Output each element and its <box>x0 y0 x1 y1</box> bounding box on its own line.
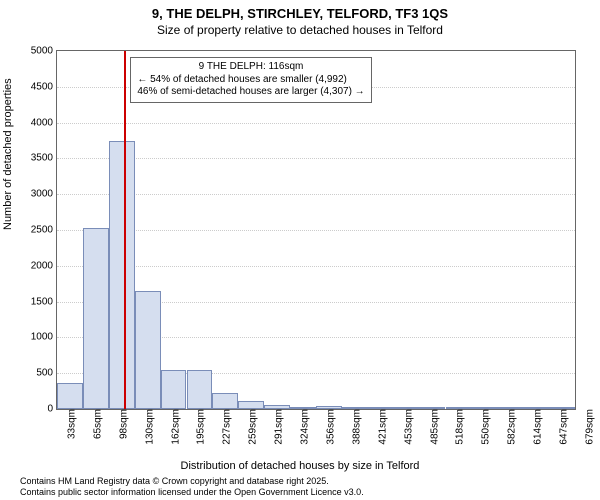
histogram-bar <box>57 383 83 409</box>
gridline <box>57 266 575 267</box>
y-tick-label: 0 <box>47 404 57 415</box>
x-tick-label: 227sqm <box>218 409 233 445</box>
callout-smaller: ← 54% of detached houses are smaller (4,… <box>137 74 364 87</box>
footer-line-2: Contains public sector information licen… <box>20 487 364 498</box>
x-tick-label: 356sqm <box>321 409 336 445</box>
chart-subtitle: Size of property relative to detached ho… <box>0 23 600 41</box>
y-tick-label: 1500 <box>31 296 57 307</box>
chart-title: 9, THE DELPH, STIRCHLEY, TELFORD, TF3 1Q… <box>0 0 600 23</box>
x-tick-label: 647sqm <box>555 409 570 445</box>
property-marker-line <box>124 51 126 409</box>
gridline <box>57 123 575 124</box>
y-tick-label: 500 <box>36 368 57 379</box>
histogram-bar <box>83 228 109 409</box>
y-tick-label: 2000 <box>31 260 57 271</box>
histogram-bar <box>212 393 238 409</box>
x-tick-label: 195sqm <box>192 409 207 445</box>
x-tick-label: 324sqm <box>296 409 311 445</box>
gridline <box>57 158 575 159</box>
y-tick-label: 5000 <box>31 46 57 57</box>
y-tick-label: 4500 <box>31 81 57 92</box>
y-tick-label: 3000 <box>31 189 57 200</box>
x-tick-label: 453sqm <box>399 409 414 445</box>
gridline <box>57 194 575 195</box>
x-tick-label: 582sqm <box>503 409 518 445</box>
x-tick-label: 130sqm <box>140 409 155 445</box>
x-tick-label: 550sqm <box>477 409 492 445</box>
x-tick-label: 162sqm <box>166 409 181 445</box>
histogram-bar <box>238 401 264 409</box>
chart-container: 9, THE DELPH, STIRCHLEY, TELFORD, TF3 1Q… <box>0 0 600 500</box>
x-tick-label: 98sqm <box>114 409 129 439</box>
x-tick-label: 614sqm <box>529 409 544 445</box>
x-tick-label: 679sqm <box>580 409 595 445</box>
plot-area: 0500100015002000250030003500400045005000… <box>56 50 576 410</box>
y-tick-label: 1000 <box>31 332 57 343</box>
histogram-bar <box>109 141 135 409</box>
gridline <box>57 230 575 231</box>
y-tick-label: 3500 <box>31 153 57 164</box>
x-axis-label: Distribution of detached houses by size … <box>0 460 600 472</box>
x-tick-label: 485sqm <box>425 409 440 445</box>
footer-line-1: Contains HM Land Registry data © Crown c… <box>20 476 364 487</box>
callout-larger: 46% of semi-detached houses are larger (… <box>137 86 364 99</box>
footer-attribution: Contains HM Land Registry data © Crown c… <box>20 476 364 498</box>
histogram-bar <box>161 370 187 409</box>
x-tick-label: 518sqm <box>451 409 466 445</box>
x-tick-label: 388sqm <box>347 409 362 445</box>
y-tick-label: 4000 <box>31 117 57 128</box>
histogram-bar <box>187 370 213 409</box>
callout-title: 9 THE DELPH: 116sqm <box>137 61 364 74</box>
y-axis-label: Number of detached properties <box>2 78 14 230</box>
callout-box: 9 THE DELPH: 116sqm← 54% of detached hou… <box>130 57 371 103</box>
x-tick-label: 33sqm <box>62 409 77 439</box>
x-tick-label: 259sqm <box>244 409 259 445</box>
x-tick-label: 65sqm <box>88 409 103 439</box>
x-tick-label: 421sqm <box>373 409 388 445</box>
x-tick-label: 291sqm <box>270 409 285 445</box>
histogram-bar <box>135 291 161 409</box>
y-tick-label: 2500 <box>31 225 57 236</box>
